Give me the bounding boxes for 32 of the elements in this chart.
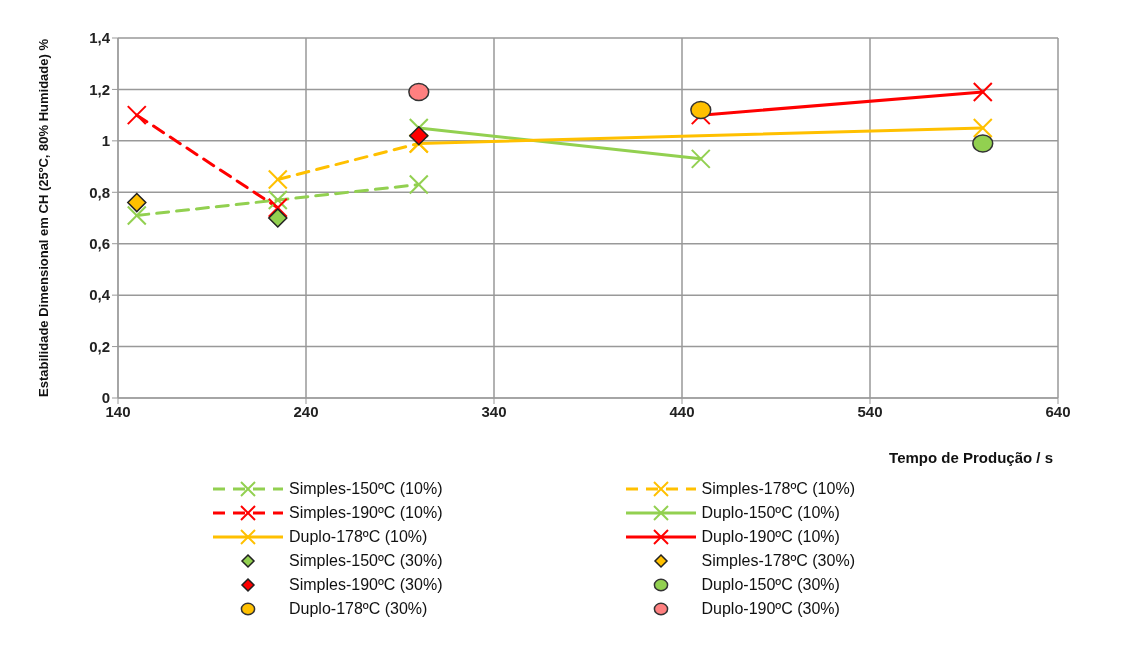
x-tick-label: 640: [1045, 402, 1071, 420]
x-tick-label: 540: [857, 402, 883, 420]
y-tick-label: 0,4: [89, 286, 111, 304]
y-tick-label: 1: [101, 132, 110, 150]
legend-label: Simples-150ºC (30%): [289, 552, 443, 570]
x-tick-label: 440: [669, 402, 695, 420]
legend-label: Simples-178ºC (10%): [701, 480, 855, 498]
y-tick-label: 0,2: [89, 337, 110, 355]
point: [408, 82, 430, 102]
y-tick-label: 1,4: [89, 29, 111, 47]
legend-label: Simples-178ºC (30%): [701, 552, 855, 570]
y-axis-title: Estabilidade Dimensional em CH (25ºC, 80% Humidade) %: [35, 38, 51, 398]
legend-label: Simples-190ºC (10%): [289, 504, 443, 522]
legend-label: Duplo-150ºC (30%): [701, 576, 840, 594]
point: [268, 208, 288, 228]
legend-label: Duplo-190ºC (10%): [701, 528, 840, 546]
legend-label: Simples-150ºC (10%): [289, 480, 443, 498]
point: [690, 100, 712, 120]
point: [972, 134, 994, 153]
x-tick-label: 340: [481, 402, 507, 420]
y-tick-label: 0,6: [89, 235, 110, 253]
y-tick-label: 0,8: [89, 183, 110, 201]
legend-label: Duplo-178ºC (30%): [289, 600, 428, 618]
legend-label: Duplo-178ºC (10%): [289, 528, 428, 546]
x-tick-label: 240: [293, 402, 319, 420]
legend-label: Simples-190ºC (30%): [289, 576, 443, 594]
x-axis-title: Tempo de Produção / s: [889, 449, 1053, 466]
y-tick-label: 1,2: [89, 80, 110, 98]
point: [127, 192, 147, 213]
legend-label: Duplo-150ºC (10%): [701, 504, 840, 522]
legend-label: Duplo-190ºC (30%): [701, 600, 840, 618]
point: [409, 125, 429, 146]
